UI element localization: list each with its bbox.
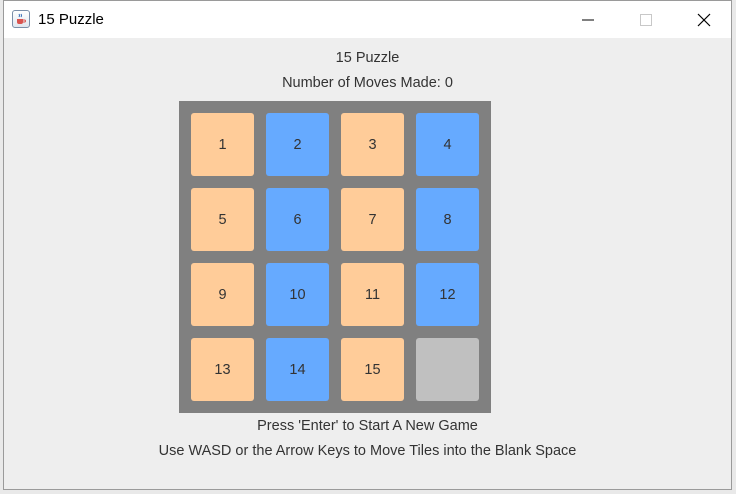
controls-hint: Use WASD or the Arrow Keys to Move Tiles… xyxy=(158,443,577,459)
tile-11[interactable]: 11 xyxy=(341,263,404,326)
tile-8[interactable]: 8 xyxy=(416,188,479,251)
tile-7[interactable]: 7 xyxy=(341,188,404,251)
maximize-button[interactable] xyxy=(617,1,675,38)
minimize-button[interactable] xyxy=(559,1,617,38)
tile-15[interactable]: 15 xyxy=(341,338,404,401)
tile-3[interactable]: 3 xyxy=(341,113,404,176)
java-coffee-cup-icon xyxy=(12,10,30,28)
close-icon xyxy=(697,13,711,27)
puzzle-board[interactable]: 1 2 3 4 5 6 7 8 9 10 11 12 13 14 15 xyxy=(179,101,491,413)
title-bar[interactable]: 15 Puzzle xyxy=(4,1,731,38)
close-button[interactable] xyxy=(675,1,733,38)
minimize-icon xyxy=(582,19,594,21)
tile-1[interactable]: 1 xyxy=(191,113,254,176)
maximize-icon xyxy=(640,14,652,26)
tile-9[interactable]: 9 xyxy=(191,263,254,326)
tile-5[interactable]: 5 xyxy=(191,188,254,251)
tile-14[interactable]: 14 xyxy=(266,338,329,401)
window-title: 15 Puzzle xyxy=(38,11,104,28)
moves-counter: Number of Moves Made: 0 xyxy=(282,75,453,91)
tile-2[interactable]: 2 xyxy=(266,113,329,176)
start-hint: Press 'Enter' to Start A New Game xyxy=(257,418,478,434)
game-heading: 15 Puzzle xyxy=(335,50,400,66)
blank-tile[interactable] xyxy=(416,338,479,401)
tile-12[interactable]: 12 xyxy=(416,263,479,326)
tile-10[interactable]: 10 xyxy=(266,263,329,326)
tile-13[interactable]: 13 xyxy=(191,338,254,401)
app-window: 15 Puzzle 15 Puzzle Number of Moves Made… xyxy=(3,0,732,490)
tile-6[interactable]: 6 xyxy=(266,188,329,251)
tile-4[interactable]: 4 xyxy=(416,113,479,176)
